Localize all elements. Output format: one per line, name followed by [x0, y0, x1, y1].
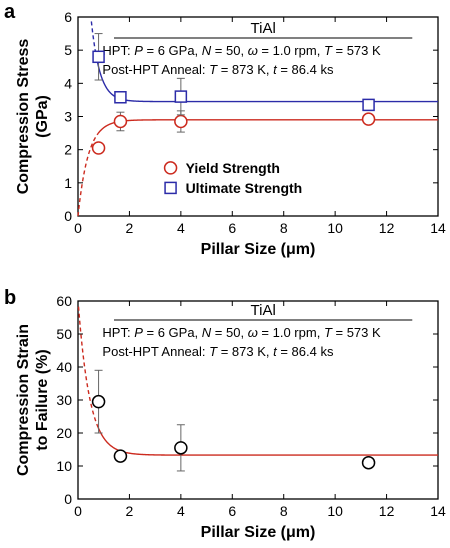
x-tick-label: 8 — [280, 220, 288, 236]
annotation-variable: P — [134, 325, 143, 340]
annotation-variable: T — [324, 43, 333, 58]
y-tick-label: 10 — [56, 458, 72, 474]
x-tick-label: 2 — [126, 503, 134, 519]
fit-curve — [97, 64, 438, 103]
annotation-line: Post-HPT Anneal: T = 873 K, t = 86.4 ks — [102, 62, 334, 77]
annotation-text: = 873 K, — [217, 62, 273, 77]
data-point-square — [362, 98, 375, 112]
x-tick-label: 10 — [327, 220, 343, 236]
panel-label: b — [4, 287, 16, 309]
x-axis-label: Pillar Size (μm) — [201, 241, 316, 258]
x-tick-label: 12 — [379, 503, 395, 519]
data-point-circle — [361, 112, 376, 126]
annotation-line: HPT: P = 6 GPa, N = 50, ω = 1.0 rpm, T =… — [102, 325, 381, 340]
data-point-square — [92, 50, 105, 64]
annotation-text: Post-HPT Anneal: — [102, 344, 209, 359]
y-tick-label: 40 — [56, 359, 72, 375]
x-tick-label: 12 — [379, 220, 395, 236]
x-tick-label: 14 — [430, 503, 446, 519]
data-point-circle — [113, 114, 128, 129]
y-axis-label: Compression Stress (GPa) — [15, 39, 51, 195]
y-tick-label: 60 — [56, 293, 72, 309]
fit-curve — [97, 119, 438, 134]
y-axis-label-line: Compression Stress — [15, 39, 32, 195]
panel-label: a — [4, 1, 16, 23]
annotation-variable: N — [202, 43, 212, 58]
annotation-text: = 50, — [211, 43, 248, 58]
y-tick-label: 6 — [64, 9, 72, 25]
annotation-variable: t — [273, 62, 278, 77]
data-point-circle — [91, 394, 106, 409]
annotation-text: = 1.0 rpm, — [258, 325, 324, 340]
y-axis-label-line: (GPa) — [34, 95, 51, 138]
x-tick-label: 6 — [228, 220, 236, 236]
y-tick-label: 50 — [56, 326, 72, 342]
annotation-variable: t — [273, 344, 278, 359]
x-tick-label: 0 — [74, 503, 82, 519]
y-tick-label: 4 — [64, 75, 72, 91]
y-axis-label: Compression Strain to Failure (%) — [15, 324, 51, 476]
data-point-circle — [361, 455, 376, 470]
chart-title: TiAl — [251, 20, 276, 37]
y-tick-label: 0 — [64, 208, 72, 224]
annotation-text: = 86.4 ks — [277, 62, 334, 77]
chart-panel-b: b 0 2 4 6 8 10 12 14 0 10 20 30 40 50 60 Pillar Size (μm… — [4, 287, 446, 541]
x-tick-label: 2 — [126, 220, 134, 236]
annotation-text: HPT: — [102, 325, 134, 340]
annotation-line: Post-HPT Anneal: T = 873 K, t = 86.4 ks — [102, 344, 334, 359]
y-tick-label: 20 — [56, 425, 72, 441]
annotation-variable: P — [134, 43, 143, 58]
x-axis-label: Pillar Size (μm) — [201, 524, 316, 541]
annotation-text: = 50, — [211, 325, 248, 340]
annotation-text: = 86.4 ks — [277, 344, 334, 359]
annotation-variable: ω — [248, 325, 258, 340]
y-axis-label-line: Compression Strain — [15, 324, 32, 476]
data-point-square — [174, 90, 188, 103]
y-tick-label: 5 — [64, 42, 72, 58]
annotation-text: HPT: — [102, 43, 134, 58]
annotation-text: = 6 GPa, — [143, 43, 202, 58]
fit-curve-extrapolated — [77, 306, 99, 428]
annotation-text: = 573 K — [332, 325, 381, 340]
y-tick-label: 3 — [64, 109, 72, 125]
x-tick-label: 0 — [74, 220, 82, 236]
x-tick-label: 6 — [228, 503, 236, 519]
annotation-variable: T — [209, 62, 218, 77]
annotation-text: = 1.0 rpm, — [258, 43, 324, 58]
annotation-variable: T — [324, 325, 333, 340]
legend-marker-square — [164, 181, 177, 195]
annotation-line: HPT: P = 6 GPa, N = 50, ω = 1.0 rpm, T =… — [102, 43, 381, 58]
y-axis-label-line: to Failure (%) — [34, 349, 51, 450]
annotation-variable: T — [209, 344, 218, 359]
y-tick-label: 0 — [64, 491, 72, 507]
annotation-text: = 573 K — [332, 43, 381, 58]
x-tick-label: 8 — [280, 503, 288, 519]
data-point-circle — [91, 141, 106, 155]
annotation-text: Post-HPT Anneal: — [102, 62, 209, 77]
annotation-variable: N — [202, 325, 212, 340]
annotation-text: = 6 GPa, — [143, 325, 202, 340]
chart-title: TiAl — [251, 302, 276, 319]
x-tick-label: 4 — [177, 503, 185, 519]
x-tick-label: 14 — [430, 220, 446, 236]
fit-curve — [97, 426, 438, 456]
y-tick-label: 2 — [64, 142, 72, 158]
annotation-text: = 873 K, — [217, 344, 273, 359]
y-tick-label: 1 — [64, 175, 72, 191]
data-point-circle — [174, 441, 188, 455]
legend-marker-circle — [163, 161, 178, 175]
data-point-circle — [113, 449, 128, 463]
legend-entry: Yield Strength — [186, 160, 280, 176]
data-point-circle — [174, 114, 188, 129]
y-tick-label: 30 — [56, 392, 72, 408]
x-tick-label: 4 — [177, 220, 185, 236]
data-point-square — [114, 91, 127, 104]
fit-curve-extrapolated — [77, 133, 99, 217]
legend-entry: Ultimate Strength — [186, 180, 303, 196]
x-tick-label: 10 — [327, 503, 343, 519]
annotation-variable: ω — [248, 43, 258, 58]
